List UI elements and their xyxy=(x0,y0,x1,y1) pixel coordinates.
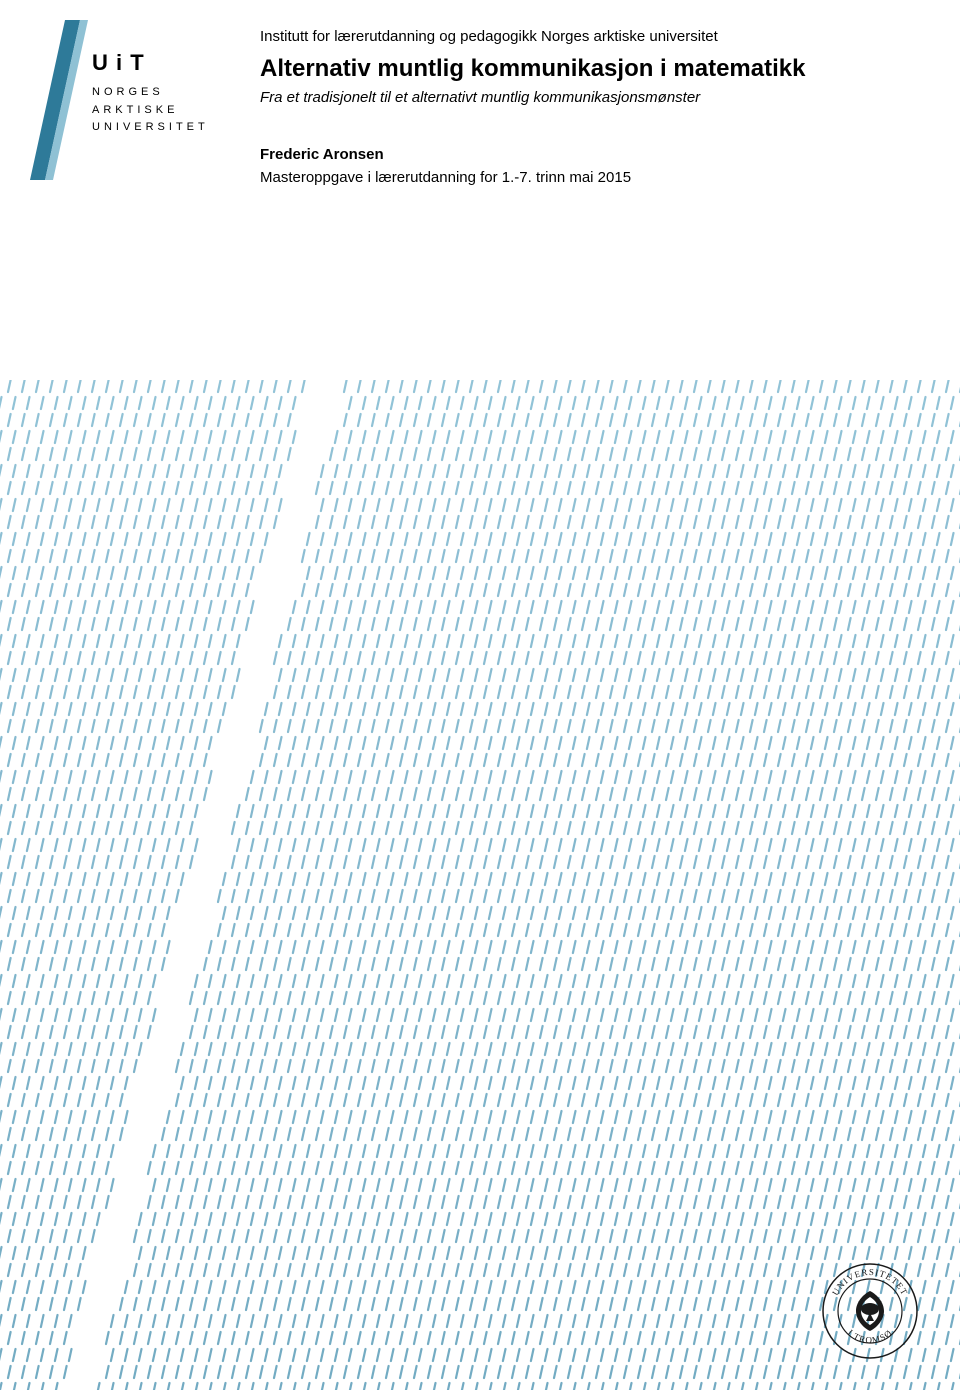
institute-line: Institutt for lærerutdanning og pedagogi… xyxy=(260,28,900,45)
logo-line3: UNIVERSITET xyxy=(92,119,209,137)
logo-line2: ARKTISKE xyxy=(92,102,209,120)
university-seal-icon: UNIVERSITETET I TROMSØ xyxy=(820,1261,920,1361)
logo-subtitle: NORGES ARKTISKE UNIVERSITET xyxy=(92,84,209,137)
logo-uit-label: U i T xyxy=(92,50,209,76)
author-name: Frederic Aronsen xyxy=(260,146,900,163)
logo-text: U i T NORGES ARKTISKE UNIVERSITET xyxy=(92,50,209,137)
logo-line1: NORGES xyxy=(92,84,209,102)
thesis-info: Masteroppgave i lærerutdanning for 1.-7.… xyxy=(260,169,900,186)
logo-slash-icon xyxy=(30,20,90,180)
page-subtitle: Fra et tradisjonelt til et alternativt m… xyxy=(260,89,900,106)
header-text-block: Institutt for lærerutdanning og pedagogi… xyxy=(260,28,900,186)
page-title: Alternativ muntlig kommunikasjon i matem… xyxy=(260,55,900,83)
background-pattern xyxy=(0,380,960,1390)
